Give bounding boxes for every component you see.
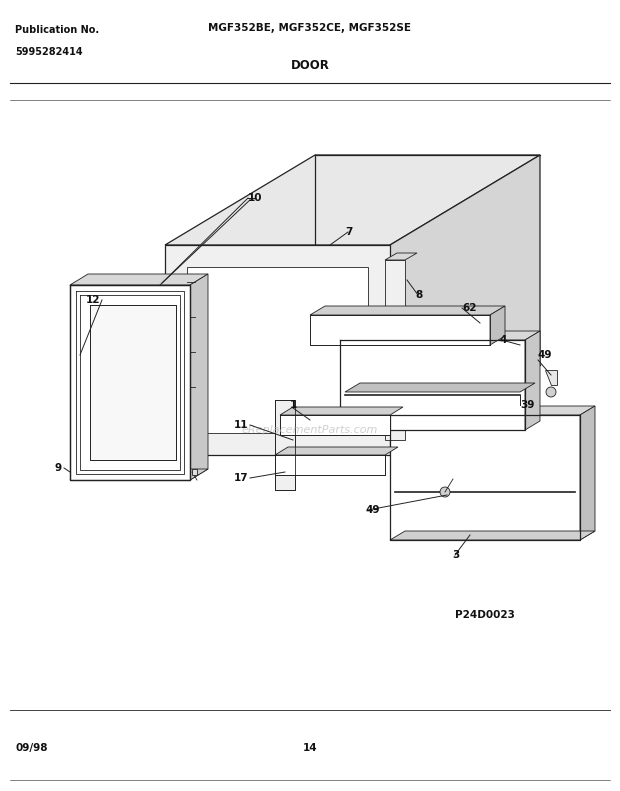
Polygon shape xyxy=(187,267,368,433)
Polygon shape xyxy=(385,260,405,440)
Text: 4: 4 xyxy=(500,335,507,345)
Polygon shape xyxy=(310,306,505,315)
Polygon shape xyxy=(165,365,540,455)
Polygon shape xyxy=(390,155,540,455)
Polygon shape xyxy=(545,370,557,385)
Polygon shape xyxy=(70,469,208,480)
Polygon shape xyxy=(280,415,390,435)
Text: 39: 39 xyxy=(520,400,534,410)
Polygon shape xyxy=(340,331,540,340)
Text: 09/98: 09/98 xyxy=(15,743,48,753)
Text: 11: 11 xyxy=(234,420,248,430)
Circle shape xyxy=(440,487,450,497)
Text: P24D0023: P24D0023 xyxy=(455,610,515,620)
Polygon shape xyxy=(192,469,197,475)
Text: MGF352BE, MGF352CE, MGF352SE: MGF352BE, MGF352CE, MGF352SE xyxy=(208,23,412,33)
Polygon shape xyxy=(340,340,525,430)
Text: 9: 9 xyxy=(55,463,62,473)
Text: DOOR: DOOR xyxy=(291,59,329,71)
Polygon shape xyxy=(390,531,595,540)
Text: 5995282414: 5995282414 xyxy=(15,47,82,57)
Text: Publication No.: Publication No. xyxy=(15,25,99,35)
Text: 49: 49 xyxy=(538,350,552,360)
Text: 7: 7 xyxy=(345,227,352,237)
Polygon shape xyxy=(525,331,540,430)
Text: 8: 8 xyxy=(415,290,422,300)
Polygon shape xyxy=(165,155,540,245)
Text: eReplacementParts.com: eReplacementParts.com xyxy=(242,425,378,435)
Polygon shape xyxy=(280,407,403,415)
Polygon shape xyxy=(190,274,208,480)
Text: 17: 17 xyxy=(233,473,248,483)
Polygon shape xyxy=(345,383,535,392)
Polygon shape xyxy=(275,455,385,475)
Text: 1: 1 xyxy=(290,400,297,410)
Polygon shape xyxy=(385,253,417,260)
Polygon shape xyxy=(90,305,176,460)
Polygon shape xyxy=(490,306,505,345)
Text: 49: 49 xyxy=(365,505,379,515)
Polygon shape xyxy=(390,406,595,415)
Polygon shape xyxy=(70,274,208,285)
Polygon shape xyxy=(70,285,190,480)
Text: 3: 3 xyxy=(452,550,459,560)
Polygon shape xyxy=(390,415,580,540)
Polygon shape xyxy=(275,447,398,455)
Circle shape xyxy=(546,387,556,397)
Text: 62: 62 xyxy=(462,303,477,313)
Text: 10: 10 xyxy=(248,193,262,203)
Polygon shape xyxy=(165,245,390,455)
Polygon shape xyxy=(310,315,490,345)
Text: 12: 12 xyxy=(86,295,100,305)
Polygon shape xyxy=(580,406,595,540)
Polygon shape xyxy=(275,400,295,490)
Text: 14: 14 xyxy=(303,743,317,753)
